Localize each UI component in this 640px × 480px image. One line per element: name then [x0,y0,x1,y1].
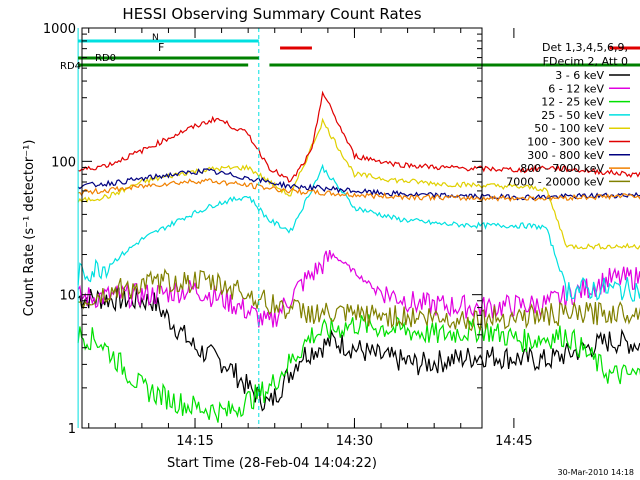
series-line [78,268,640,332]
plot-frame [81,27,483,429]
x-axis-label: Start Time (28-Feb-04 14:04:22) [167,456,377,471]
legend-label: 800 - 7000 keV [520,162,604,175]
x-tick-label: 14:30 [336,434,373,449]
y-tick-label: 1000 [43,22,76,37]
legend-label: 6 - 12 keV [548,82,604,95]
rd0-label: RD0 [95,53,116,64]
legend-label: 50 - 100 keV [534,122,604,135]
rd4-label: RD4 [60,61,81,72]
legend-label: 25 - 50 keV [541,109,604,122]
flare-label: F [158,41,164,54]
y-tick-label: 1 [68,422,76,437]
series-line [77,90,640,183]
x-tick-label: 14:45 [495,434,532,449]
legend-header: FDecim 2, Att 0 [543,55,628,68]
footer-timestamp: 30-Mar-2010 14:18 [558,468,635,477]
y-tick-label: 10 [59,289,76,304]
series-line [77,168,640,201]
series-layer [77,90,640,423]
legend-label: 300 - 800 keV [527,149,604,162]
series-line [77,314,640,423]
legend-label: 100 - 300 keV [527,136,604,149]
y-tick-label: 100 [51,155,76,170]
series-line [77,117,640,250]
night-label: N [152,33,159,43]
legend-label: 7000 - 20000 keV [506,175,604,188]
series-line [77,163,640,302]
series-line [77,287,640,412]
legend-label: 12 - 25 keV [541,96,604,109]
legend-header: Det 1,3,4,5,6,9, [542,41,628,54]
y-axis-label: Count Rate (s⁻¹ detector⁻¹) [22,140,37,317]
series-line [77,178,640,202]
legend-label: 3 - 6 keV [555,69,604,82]
chart-title: HESSI Observing Summary Count Rates [122,5,421,23]
annotation-layer: NF RD0 RD4 [60,28,640,428]
x-tick-label: 14:15 [176,434,213,449]
legend: Det 1,3,4,5,6,9,FDecim 2, Att 03 - 6 keV… [506,41,630,188]
